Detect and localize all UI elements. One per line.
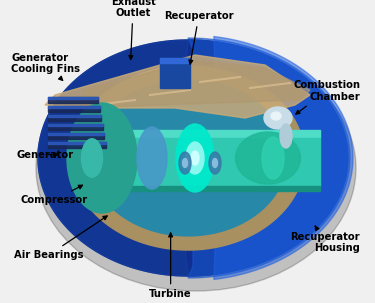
Ellipse shape	[280, 124, 292, 148]
Polygon shape	[48, 124, 102, 130]
Polygon shape	[48, 115, 101, 117]
Polygon shape	[48, 97, 98, 99]
Ellipse shape	[264, 107, 292, 129]
Polygon shape	[38, 40, 188, 276]
Text: Exhaust
Outlet: Exhaust Outlet	[111, 0, 156, 59]
Ellipse shape	[186, 142, 204, 174]
Ellipse shape	[137, 127, 167, 189]
Polygon shape	[48, 97, 98, 103]
Polygon shape	[80, 186, 320, 191]
Polygon shape	[48, 115, 101, 121]
Polygon shape	[160, 58, 190, 63]
Ellipse shape	[183, 158, 188, 168]
Polygon shape	[160, 58, 190, 88]
Polygon shape	[48, 106, 99, 108]
Polygon shape	[80, 130, 320, 138]
Ellipse shape	[209, 152, 221, 174]
Polygon shape	[89, 80, 287, 236]
Polygon shape	[188, 38, 350, 278]
Polygon shape	[48, 124, 102, 126]
Text: Turbine: Turbine	[149, 233, 192, 299]
Polygon shape	[67, 103, 137, 213]
Ellipse shape	[191, 151, 199, 165]
Text: Recuperator: Recuperator	[164, 11, 234, 64]
Ellipse shape	[213, 158, 217, 168]
Polygon shape	[48, 133, 104, 135]
Polygon shape	[38, 40, 338, 276]
Ellipse shape	[262, 137, 284, 179]
Ellipse shape	[81, 139, 102, 177]
Polygon shape	[48, 133, 104, 139]
Polygon shape	[80, 138, 320, 186]
Ellipse shape	[176, 124, 214, 192]
Polygon shape	[48, 106, 99, 112]
Polygon shape	[71, 66, 305, 250]
Ellipse shape	[236, 132, 300, 184]
Polygon shape	[45, 55, 310, 118]
Ellipse shape	[271, 112, 281, 120]
Text: Recuperator
Housing: Recuperator Housing	[290, 226, 360, 253]
Text: Combustion
Chamber: Combustion Chamber	[293, 80, 360, 114]
Ellipse shape	[36, 45, 356, 291]
Polygon shape	[188, 40, 348, 276]
Text: Air Bearings: Air Bearings	[14, 216, 107, 260]
Text: Generator
Cooling Fins: Generator Cooling Fins	[11, 53, 80, 80]
Polygon shape	[48, 142, 105, 144]
Polygon shape	[48, 142, 105, 148]
Text: Generator: Generator	[17, 149, 74, 160]
Polygon shape	[214, 37, 353, 279]
Polygon shape	[75, 60, 310, 108]
Ellipse shape	[179, 152, 191, 174]
Text: Compressor: Compressor	[21, 185, 88, 205]
